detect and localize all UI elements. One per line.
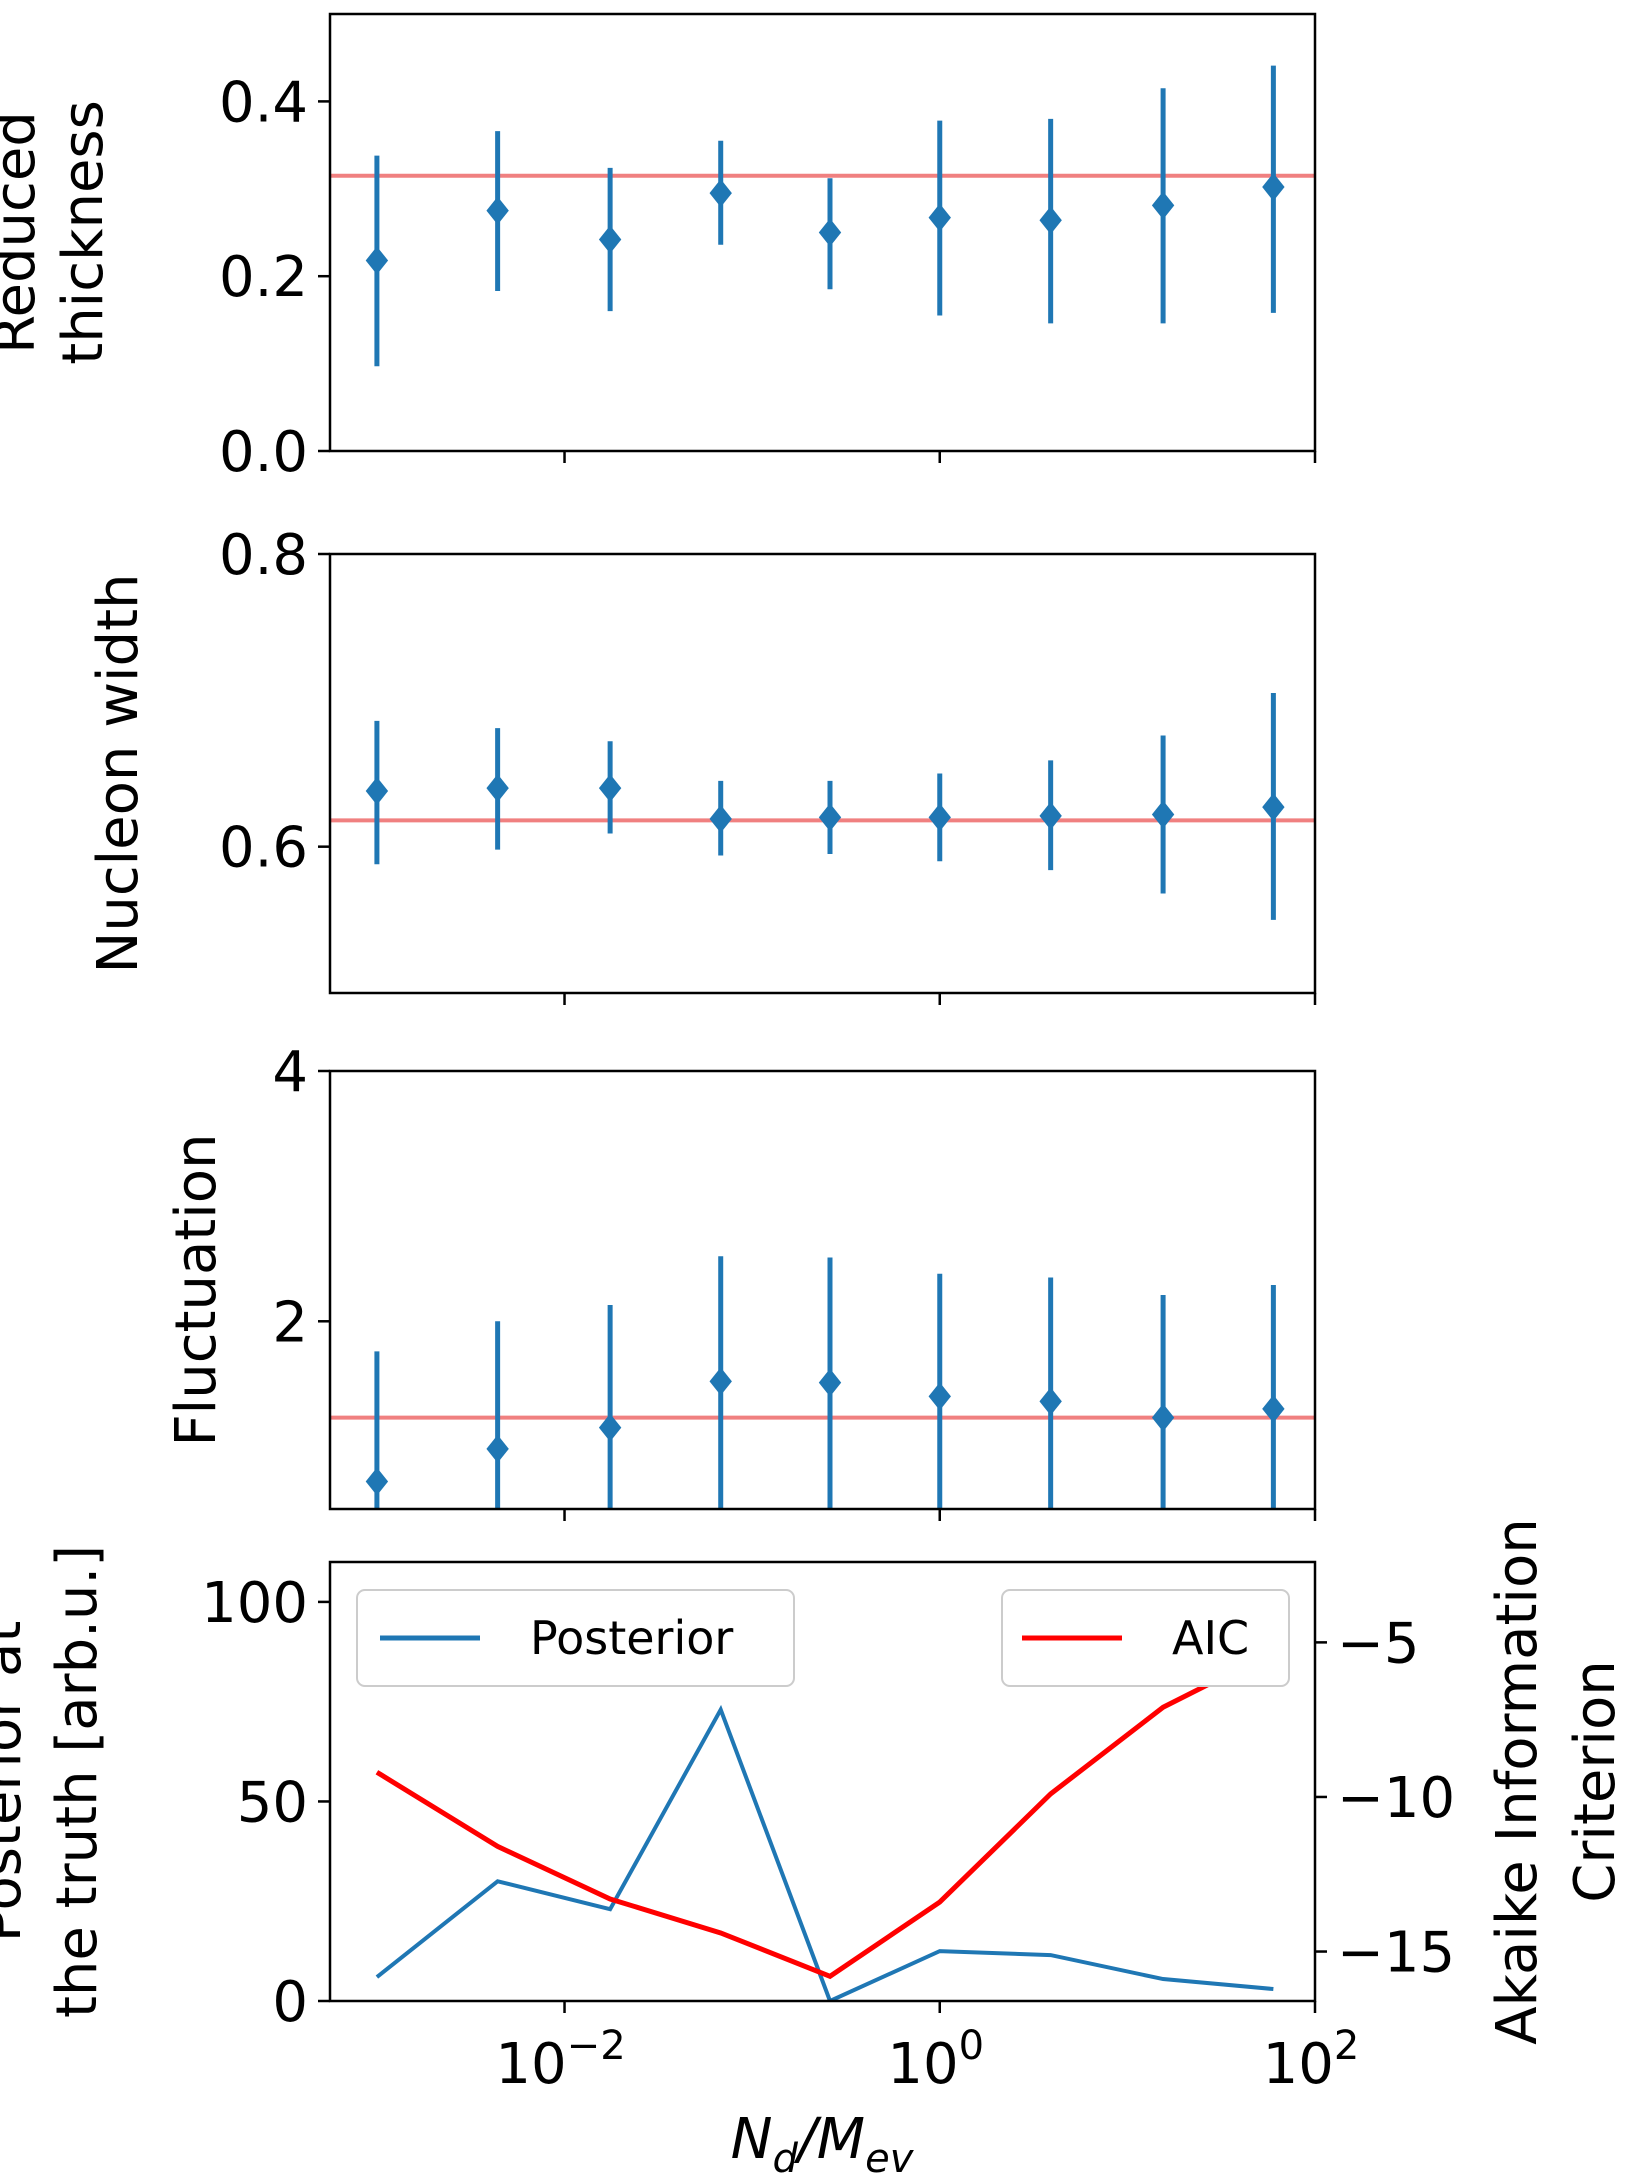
- panel2-plot: [330, 1256, 1315, 1509]
- panel3-ylabel-0: Posterior at: [0, 1621, 34, 1943]
- panel3-y2tick-label-2: −5: [1337, 1611, 1420, 1676]
- panel2-ytick-label-0: 2: [272, 1290, 308, 1355]
- panel1-point-5: [928, 803, 951, 832]
- xtick-label-1: 100: [887, 2023, 984, 2097]
- x-axis-label: Nd/Mev: [731, 2107, 915, 2178]
- legend-aic-box: [1001, 1589, 1290, 1687]
- panel1-point-1: [486, 774, 509, 803]
- panel0-ytick-label-2: 0.4: [219, 70, 308, 135]
- panel2-point-7: [1151, 1403, 1175, 1432]
- legend-aic-label: AIC: [1172, 1611, 1249, 1665]
- panel1-ytick-label-1: 0.8: [219, 523, 308, 588]
- panel0-ytick-label-1: 0.2: [219, 245, 308, 310]
- panel3-ylabel-1: the truth [arb.u.]: [45, 1545, 110, 2018]
- panel2-ylabel-0: Fluctuation: [164, 1133, 229, 1446]
- panel2-point-0: [365, 1467, 389, 1496]
- y2-axis-label-0: Akaike Information: [1485, 1518, 1550, 2044]
- panel0-ylabel-0: Reduced: [0, 111, 48, 354]
- panel1-frame: [328, 552, 1317, 995]
- panel1-ylabel-0: Nucleon width: [86, 573, 151, 973]
- panel0-point-2: [598, 225, 622, 254]
- panel3-ytick-label-0: 0: [272, 1970, 308, 2035]
- panel1-point-2: [598, 774, 622, 803]
- panel3-plot: [375, 1649, 1275, 2001]
- panel0-plot: [330, 65, 1315, 367]
- series-line-posterior: [375, 1704, 1274, 2001]
- panel0-frame: [328, 12, 1317, 453]
- panel1-point-6: [1039, 801, 1062, 830]
- panel0-point-3: [709, 179, 732, 208]
- panel0-ytick-label-0: 0.0: [219, 420, 308, 485]
- panel1-point-7: [1151, 800, 1175, 829]
- panel2-point-6: [1039, 1387, 1062, 1416]
- legend-posterior-box: [356, 1589, 795, 1687]
- panel3-ytick-label-1: 50: [237, 1770, 308, 1835]
- panel0-ylabel-1: thickness: [51, 100, 116, 365]
- panel2-point-2: [598, 1413, 622, 1442]
- panel2-point-1: [486, 1434, 509, 1463]
- panel1-point-4: [818, 803, 842, 832]
- xtick-label-2: 102: [1263, 2023, 1360, 2097]
- y2-axis-label-1: Criterion: [1563, 1660, 1628, 1902]
- panel0-point-0: [365, 246, 389, 275]
- panel2-point-5: [928, 1382, 951, 1411]
- panel3-ytick-label-2: 100: [201, 1571, 308, 1636]
- panel3-y2tick-label-0: −15: [1337, 1921, 1455, 1986]
- panel0-point-5: [928, 203, 951, 232]
- legend-posterior-label: Posterior: [530, 1611, 733, 1665]
- xtick-label-0: 10−2: [495, 2023, 625, 2097]
- panel2-frame: [328, 1069, 1317, 1511]
- panel3-y2tick-label-1: −10: [1337, 1766, 1455, 1831]
- panel2-point-8: [1262, 1394, 1285, 1423]
- panel1-plot: [330, 693, 1315, 920]
- panel1-point-3: [709, 804, 732, 833]
- panel1-ytick-label-0: 0.6: [219, 816, 308, 881]
- legend-aic: AIC: [1001, 1589, 1290, 1687]
- panel0-point-1: [486, 196, 509, 225]
- legend-posterior: Posterior: [356, 1589, 795, 1687]
- panel2-ytick-label-1: 4: [272, 1040, 308, 1105]
- panel0-point-8: [1262, 173, 1285, 202]
- panel0-point-7: [1151, 191, 1175, 220]
- panel3-frame: [328, 1560, 1317, 2003]
- panel0-point-6: [1039, 206, 1062, 235]
- panel0-point-4: [818, 218, 842, 247]
- panel1-point-0: [365, 777, 389, 806]
- panel2-point-3: [709, 1367, 732, 1396]
- panel2-point-4: [818, 1368, 842, 1397]
- series-line-aic: [375, 1649, 1275, 1980]
- panel1-point-8: [1262, 793, 1285, 822]
